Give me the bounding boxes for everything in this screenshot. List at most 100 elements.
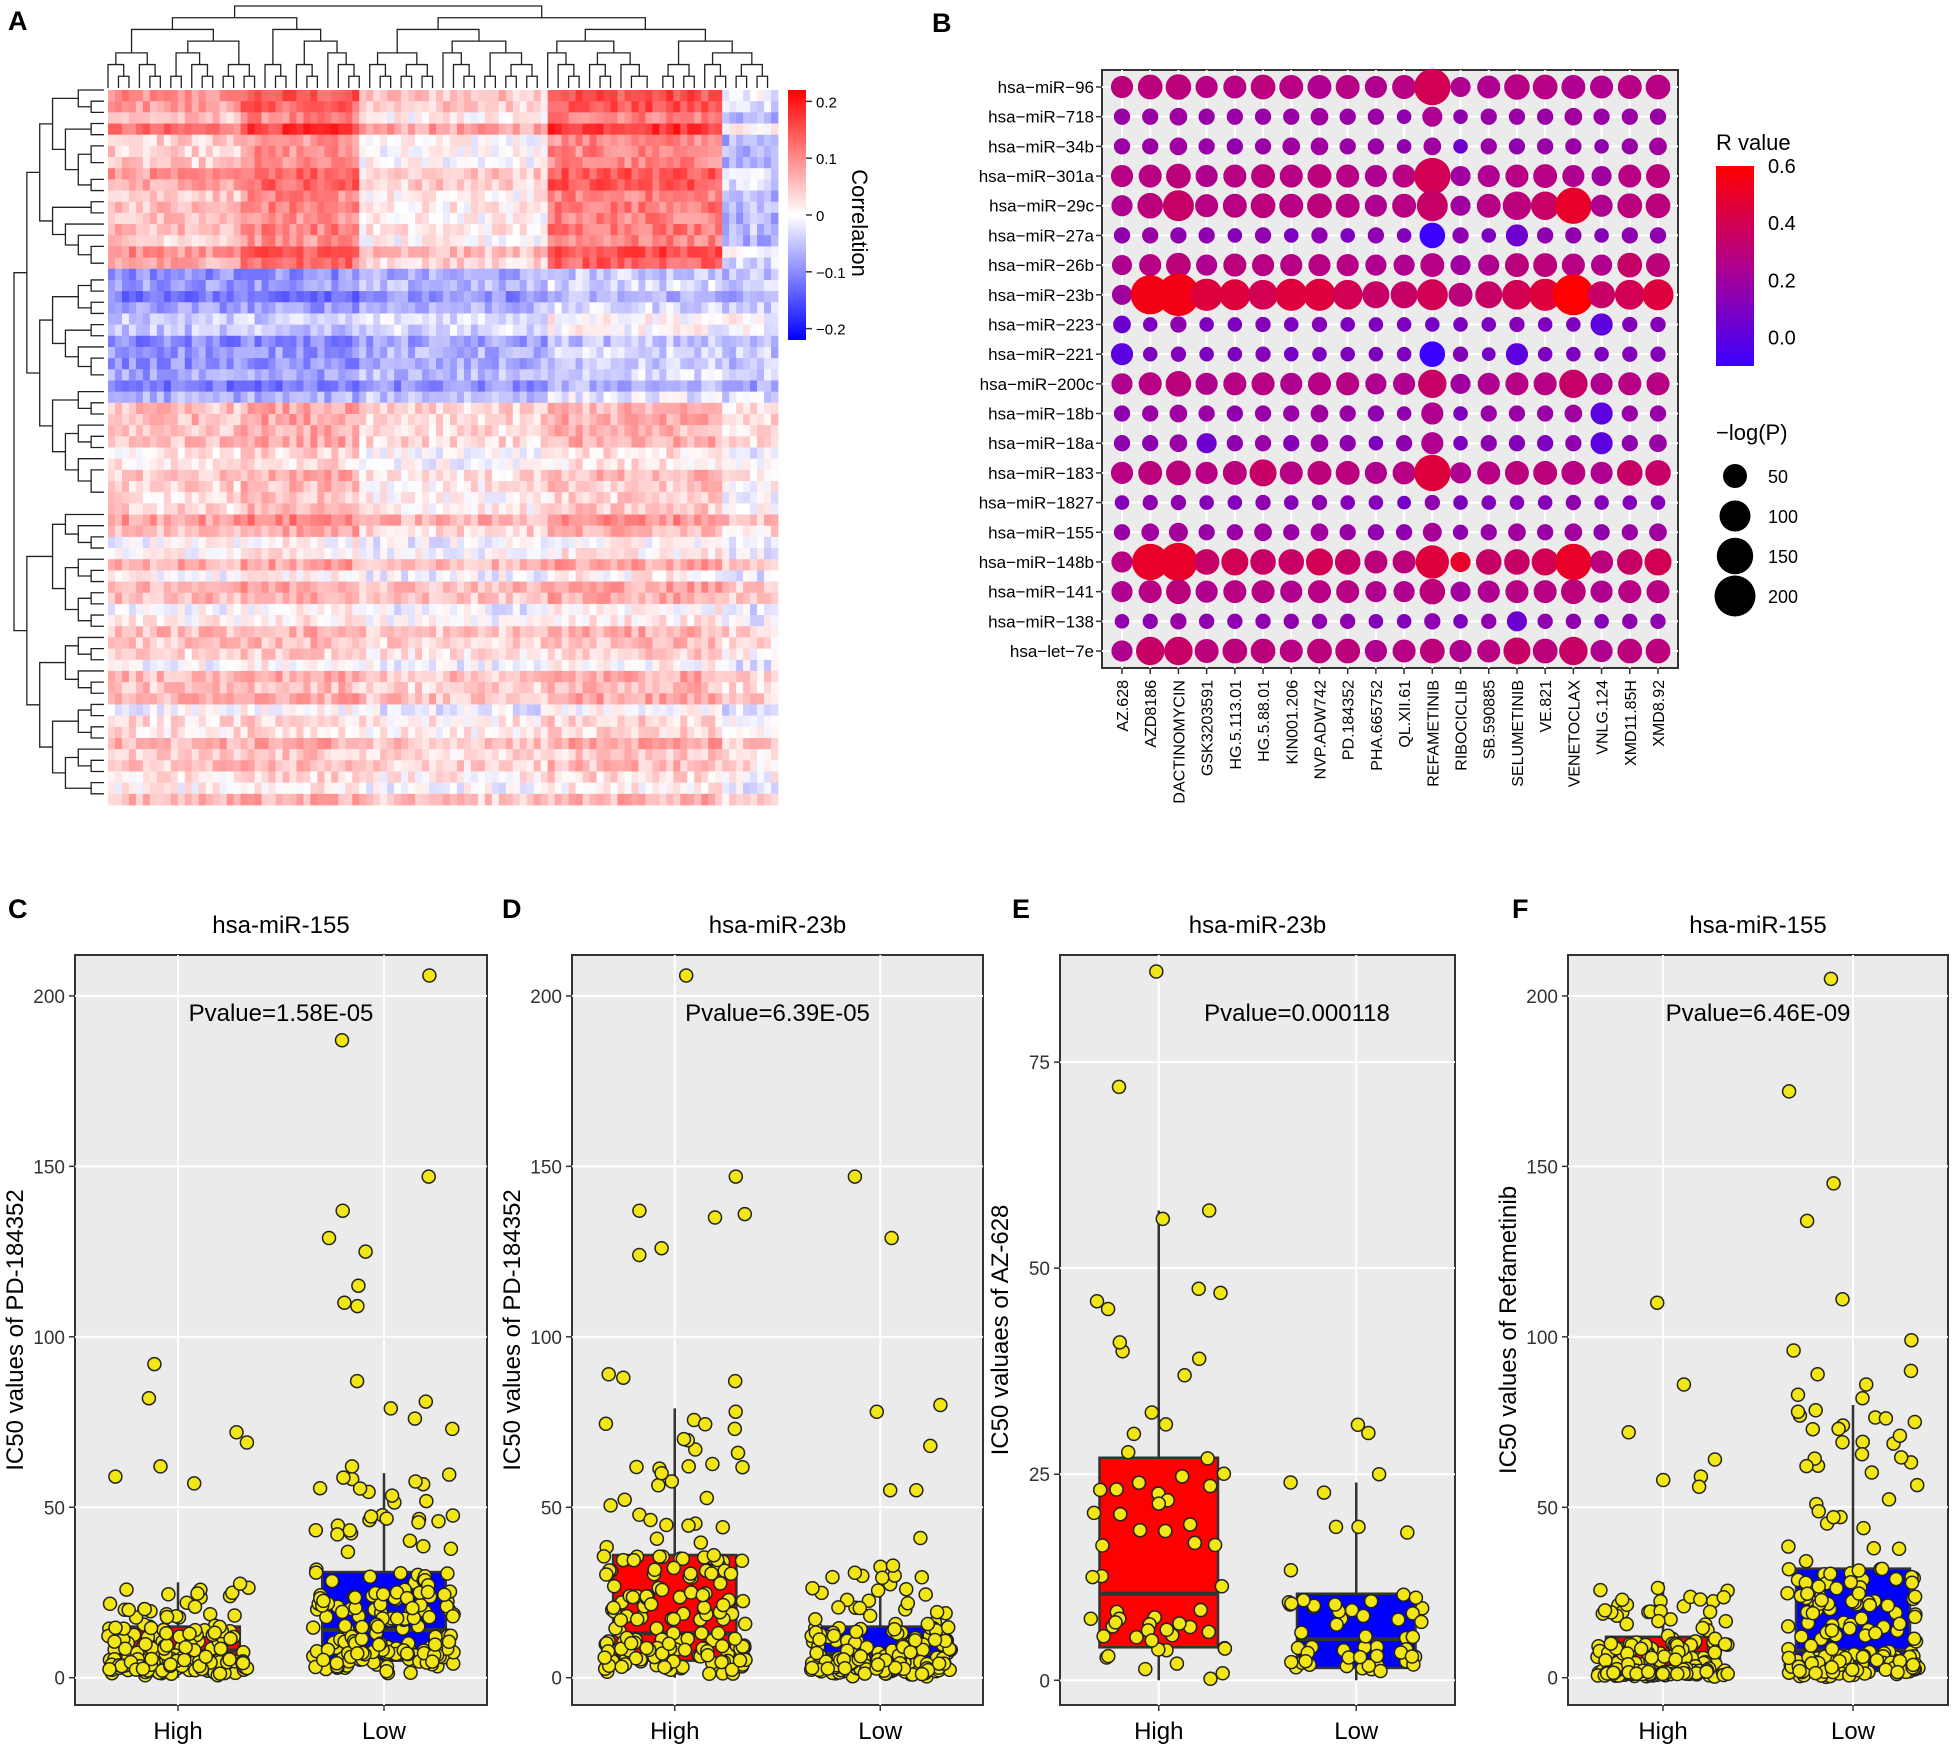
heatmap-cell [380, 458, 388, 471]
heatmap-cell [394, 469, 402, 482]
heatmap-cell [366, 447, 374, 460]
heatmap-cell [443, 648, 451, 661]
dendrogram-branch [187, 40, 240, 65]
heatmap-cell [429, 481, 437, 493]
heatmap-cell [380, 536, 388, 549]
heatmap-cell [121, 391, 130, 404]
heatmap-cell [568, 335, 577, 348]
heatmap-cell [694, 581, 702, 594]
heatmap-cell [408, 637, 416, 649]
heatmap-cell [463, 391, 472, 404]
heatmap-cell [359, 559, 367, 571]
heatmap-cell [191, 402, 200, 415]
heatmap-cell [736, 559, 744, 571]
heatmap-cell [687, 279, 695, 292]
heatmap-cell [429, 201, 437, 214]
heatmap-cell [722, 447, 730, 460]
heatmap-cell [659, 168, 667, 180]
heatmap-cell [505, 369, 514, 381]
heatmap-cell [436, 335, 444, 348]
heatmap-cell [422, 168, 430, 180]
heatmap-cell [582, 592, 590, 605]
heatmap-cell [547, 559, 556, 571]
heatmap-cell [736, 313, 744, 326]
heatmap-cell [582, 536, 590, 549]
heatmap-cell [108, 503, 116, 515]
heatmap-cell [422, 224, 430, 236]
heatmap-cell [470, 157, 479, 169]
heatmap-cell [394, 101, 402, 113]
heatmap-cell [219, 391, 228, 404]
heatmap-cell [289, 615, 297, 627]
heatmap-cell [219, 536, 228, 549]
heatmap-cell [470, 224, 479, 236]
heatmap-cell [603, 268, 611, 281]
heatmap-cell [275, 268, 283, 281]
heatmap-cell [233, 603, 242, 616]
heatmap-cell [750, 212, 758, 225]
heatmap-cell [659, 615, 667, 627]
heatmap-cell [331, 302, 339, 314]
heatmap-cell [575, 246, 583, 258]
heatmap-cell [757, 536, 765, 549]
heatmap-cell [722, 224, 730, 236]
heatmap-cell [317, 581, 325, 594]
heatmap-cell [736, 112, 744, 124]
heatmap-cell [198, 570, 207, 582]
heatmap-cell [142, 224, 151, 236]
heatmap-cell [463, 548, 472, 560]
heatmap-cell [687, 514, 695, 527]
heatmap-cell [456, 425, 465, 437]
heatmap-cell [568, 212, 577, 225]
heatmap-cell [212, 413, 221, 426]
heatmap-cell [121, 179, 130, 191]
heatmap-cell [184, 548, 193, 560]
heatmap-cell [401, 324, 409, 337]
heatmap-cell [771, 190, 779, 203]
heatmap-cell [484, 380, 493, 393]
heatmap-cell [408, 581, 416, 594]
heatmap-cell [296, 324, 304, 337]
heatmap-cell [666, 324, 674, 337]
heatmap-cell [771, 525, 779, 538]
heatmap-cell [184, 302, 193, 314]
heatmap-cell [554, 335, 563, 348]
heatmap-cell [436, 201, 444, 214]
heatmap-cell [575, 358, 583, 370]
heatmap-cell [729, 212, 737, 225]
heatmap-cell [743, 302, 751, 314]
heatmap-cell [568, 369, 577, 381]
heatmap-cell [121, 492, 130, 504]
heatmap-cell [121, 615, 130, 627]
heatmap-cell [638, 291, 646, 303]
heatmap-cell [596, 257, 604, 270]
heatmap-cell [701, 168, 709, 180]
heatmap-cell [470, 469, 479, 482]
heatmap-cell [205, 425, 214, 437]
heatmap-cell [149, 179, 158, 191]
heatmap-cell [380, 90, 388, 102]
heatmap-cell [540, 101, 549, 113]
heatmap-cell [722, 425, 730, 437]
heatmap-cell [561, 201, 570, 214]
heatmap-cell [443, 101, 451, 113]
heatmap-cell [645, 145, 653, 158]
heatmap-cell [128, 279, 137, 292]
heatmap-cell [722, 212, 730, 225]
dendrogram-branch [90, 681, 104, 694]
heatmap-cell [247, 458, 255, 471]
heatmap-cell [512, 346, 521, 359]
heatmap-cell [247, 246, 255, 258]
heatmap-cell [484, 168, 493, 180]
heatmap-cell [729, 391, 737, 404]
heatmap-cell [296, 369, 304, 381]
heatmap-cell [694, 335, 702, 348]
heatmap-cell [568, 458, 577, 471]
heatmap-cell [338, 246, 346, 258]
heatmap-cell [226, 380, 235, 393]
heatmap-cell [366, 246, 374, 258]
heatmap-cell [631, 425, 639, 437]
heatmap-cell [310, 626, 318, 638]
heatmap-cell [261, 235, 269, 247]
heatmap-cell [631, 190, 639, 203]
